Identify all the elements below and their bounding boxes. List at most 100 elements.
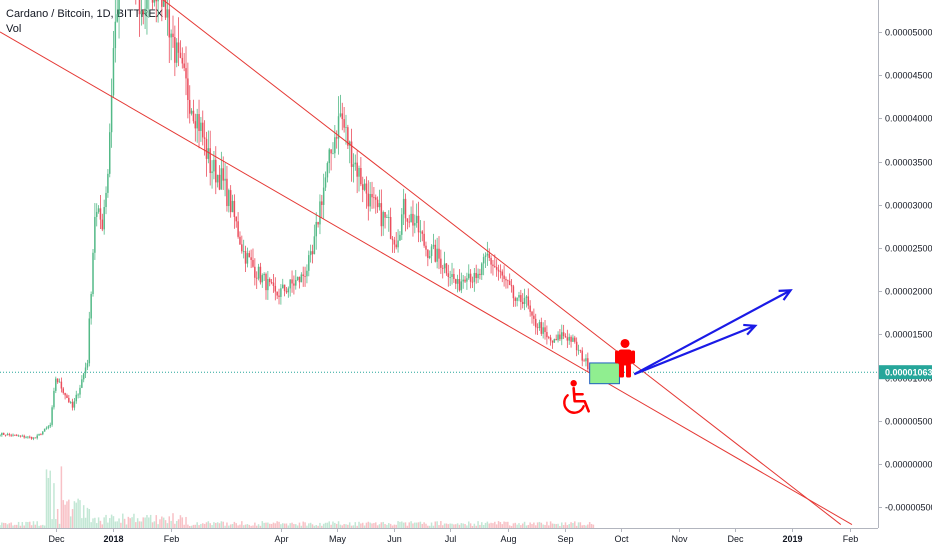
up-candle — [166, 0, 169, 36]
up-candle — [73, 397, 76, 411]
down-candle — [575, 337, 578, 357]
candle-body — [337, 116, 340, 139]
up-candle — [561, 324, 563, 346]
volume-bar — [477, 521, 479, 528]
candle-body — [95, 211, 98, 217]
volume-bar — [148, 517, 150, 528]
volume-bar — [508, 525, 511, 528]
volume-bar — [356, 525, 358, 528]
down-candle — [404, 193, 407, 232]
price-axis[interactable]: 0.00005000 0.00004500 0.00004000 0.00003500… — [878, 0, 932, 550]
volume-bar — [42, 524, 44, 528]
up-candle — [557, 331, 559, 343]
up-candle — [456, 274, 459, 293]
volume-bar — [414, 522, 416, 528]
volume-bar — [120, 522, 122, 528]
volume-bar — [276, 521, 278, 528]
volume-bar — [421, 523, 424, 528]
volume-bar — [140, 521, 143, 528]
up-candle — [162, 0, 165, 8]
down-candle — [453, 268, 455, 283]
volume-bar — [538, 521, 541, 528]
candle-body — [205, 138, 208, 159]
up-candle — [103, 199, 105, 235]
volume-bar — [572, 523, 574, 528]
candle-body — [581, 350, 583, 361]
up-candle — [220, 151, 223, 190]
down-candle — [179, 40, 182, 59]
candle-body — [562, 332, 565, 337]
candle-body — [68, 397, 70, 403]
candle-body — [88, 318, 91, 364]
time-axis[interactable]: Dec 2018 Feb Apr May Jun Jul Aug Sep Oct Nov Dec 201… — [0, 528, 878, 544]
down-candle — [239, 231, 241, 245]
volume-bar — [226, 522, 228, 528]
volume-bar — [133, 513, 135, 528]
candle-body — [358, 168, 360, 177]
volume-bar — [382, 521, 384, 528]
candle-body — [237, 221, 239, 237]
candle-body — [142, 11, 144, 15]
candle-body — [283, 284, 286, 291]
up-candle — [332, 142, 334, 155]
up-candle — [110, 78, 113, 148]
down-candle — [177, 17, 180, 67]
candle-body — [454, 279, 457, 284]
candle-body — [6, 434, 9, 436]
candle-body — [561, 332, 563, 340]
candle-body — [375, 197, 377, 200]
down-candle — [23, 434, 25, 439]
candle-body — [242, 251, 245, 252]
down-candle — [497, 264, 500, 281]
candle-body — [430, 246, 433, 257]
volume-bar — [144, 517, 146, 528]
volume-bar — [319, 522, 321, 528]
volume-bar — [82, 505, 85, 528]
up-candle — [97, 205, 100, 214]
down-candle — [15, 433, 18, 437]
down-candle — [546, 325, 548, 345]
volume-bar — [183, 524, 185, 528]
down-candle — [469, 269, 472, 289]
volume-bar — [337, 521, 340, 528]
up-candle — [402, 188, 405, 225]
down-candle — [209, 130, 211, 186]
volume-bar — [525, 525, 528, 528]
candle-body — [304, 275, 306, 277]
time-tick-label: Sep — [557, 534, 573, 544]
volume-bar — [587, 524, 589, 528]
candle-body — [468, 273, 470, 279]
volume-bar — [574, 521, 576, 528]
down-candle — [151, 0, 154, 10]
volume-bar — [244, 524, 247, 528]
up-candle — [432, 233, 435, 250]
candle-body — [263, 273, 265, 276]
up-candle — [84, 362, 87, 378]
candle-body — [211, 171, 213, 174]
down-candle — [237, 212, 239, 239]
candle-body — [427, 249, 429, 258]
candle-body — [393, 240, 396, 245]
volume-label[interactable]: Vol — [6, 23, 22, 35]
volume-bar — [116, 521, 118, 528]
down-candle — [549, 334, 552, 346]
volume-bar — [494, 521, 496, 528]
candle-body — [432, 244, 435, 247]
down-candle — [495, 259, 498, 277]
candle-body — [484, 255, 487, 258]
volume-bar — [447, 524, 450, 528]
up-candle — [572, 334, 574, 342]
symbol-title[interactable]: Cardano / Bitcoin, 1D, BITTREX — [6, 8, 164, 20]
projection-arrow — [633, 289, 793, 376]
candle-body — [174, 37, 176, 63]
volume-bar — [401, 521, 403, 528]
volume-bar — [466, 525, 468, 528]
volume-bar — [540, 522, 543, 528]
candle-body — [21, 435, 24, 437]
volume-bar — [296, 525, 299, 528]
candle-body — [90, 293, 92, 319]
candle-body — [105, 192, 107, 208]
volume-bar — [309, 522, 312, 528]
candle-body — [302, 274, 304, 276]
